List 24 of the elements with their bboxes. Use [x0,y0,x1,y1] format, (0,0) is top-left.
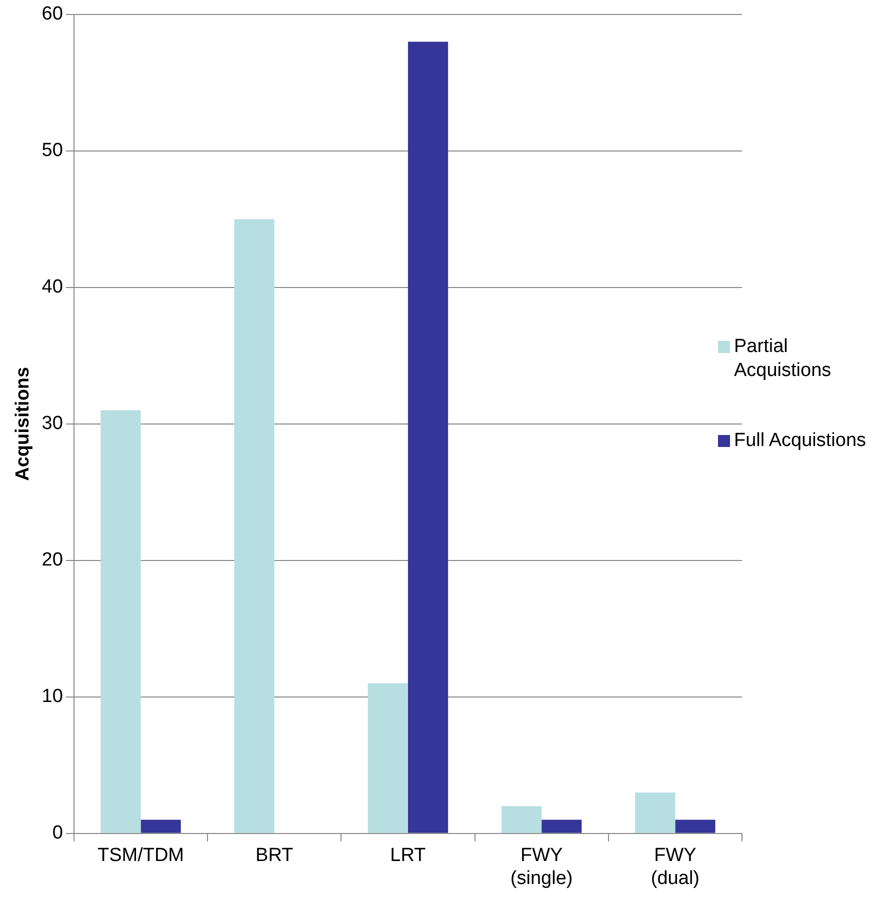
x-tick-label: BRT [256,845,294,866]
y-tick-label: 10 [42,686,63,708]
x-tick-label: FWY (single) [510,845,573,889]
y-tick-label: 20 [42,550,63,571]
y-tick-label: 30 [42,413,63,434]
bar [501,806,542,833]
y-tick-label: 60 [42,4,63,25]
bar [368,683,408,833]
x-tick-label: TSM/TDM [97,845,184,866]
bar [408,42,448,833]
bar [635,792,676,833]
bar [675,820,716,833]
y-tick-label: 40 [42,276,63,298]
x-tick-label: LRT [390,845,426,866]
bar [542,820,582,833]
y-tick-label: 50 [42,140,63,162]
bar [100,410,141,833]
bar [140,820,181,833]
bar [234,219,274,833]
y-axis-title: Acquisitions [12,366,34,481]
legend-label: Full Acquistions [734,429,866,453]
x-tick-label: FWY (dual) [650,845,700,889]
legend-label: Partial Acquistions [734,335,832,383]
y-tick-label: 0 [52,822,63,844]
